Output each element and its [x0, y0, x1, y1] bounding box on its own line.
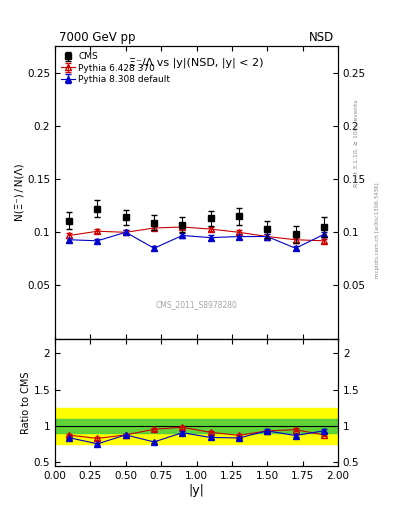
- Text: 7000 GeV pp: 7000 GeV pp: [59, 31, 136, 44]
- Text: Ξ⁻/Λ vs |y|(NSD, |y| < 2): Ξ⁻/Λ vs |y|(NSD, |y| < 2): [129, 58, 264, 68]
- Legend: CMS, Pythia 6.428 370, Pythia 8.308 default: CMS, Pythia 6.428 370, Pythia 8.308 defa…: [59, 51, 172, 86]
- Y-axis label: N(Ξ⁻) / N(Λ): N(Ξ⁻) / N(Λ): [14, 163, 24, 221]
- Text: mcplots.cern.ch [arXiv:1306.3436]: mcplots.cern.ch [arXiv:1306.3436]: [375, 183, 380, 278]
- Y-axis label: Ratio to CMS: Ratio to CMS: [21, 371, 31, 434]
- Text: NSD: NSD: [309, 31, 334, 44]
- X-axis label: |y|: |y|: [189, 483, 204, 497]
- Text: CMS_2011_S8978280: CMS_2011_S8978280: [156, 301, 237, 309]
- Text: Rivet 3.1.10, ≥ 100k events: Rivet 3.1.10, ≥ 100k events: [354, 99, 359, 187]
